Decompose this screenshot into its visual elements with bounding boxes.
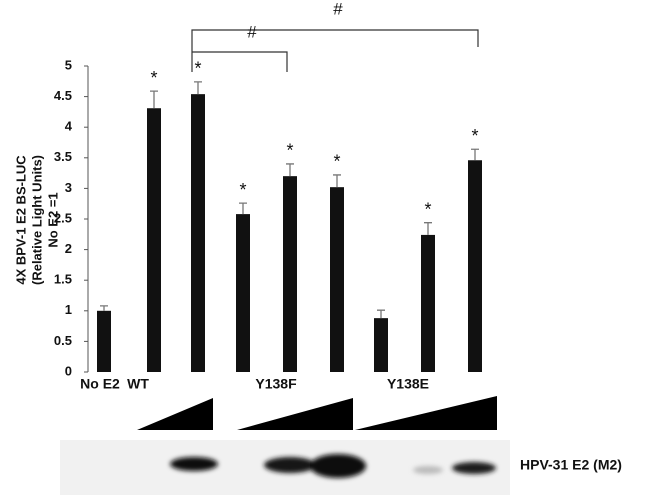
group-label: No E2 <box>80 376 120 392</box>
error-bar <box>286 163 294 177</box>
blot-band <box>170 457 218 471</box>
significance-marker: * <box>194 59 201 79</box>
significance-marker: * <box>286 141 293 161</box>
y-tick-label: 1 <box>65 302 72 317</box>
dose-triangle <box>355 396 497 430</box>
error-bar <box>377 309 385 319</box>
error-bar <box>150 90 158 109</box>
error-bar <box>424 222 432 235</box>
error-bar <box>333 174 341 188</box>
bracket <box>191 29 479 72</box>
blot-band <box>264 457 316 473</box>
bar <box>468 160 482 372</box>
blot-bands <box>170 454 496 478</box>
error-bar <box>239 202 247 215</box>
group-label: Y138E <box>387 376 429 392</box>
y-axis-label: No E2 =1 <box>45 192 60 247</box>
bar <box>236 214 250 372</box>
error-bar <box>100 305 108 311</box>
y-tick-label: 2 <box>65 241 72 256</box>
bar <box>374 318 388 372</box>
y-tick-label: 5 <box>65 57 72 72</box>
bar <box>147 108 161 372</box>
bracket <box>192 51 288 72</box>
bar <box>421 234 435 372</box>
bar <box>330 187 344 372</box>
bracket-label: # <box>247 22 257 41</box>
significance-marker: * <box>239 180 246 200</box>
dose-triangle <box>237 398 353 430</box>
y-tick-label: 2.5 <box>54 210 72 225</box>
y-tick-label: 3.5 <box>54 149 72 164</box>
significance-marker: * <box>471 126 478 146</box>
bracket-label: # <box>333 0 343 18</box>
error-bar <box>471 148 479 161</box>
error-bar <box>194 81 202 95</box>
y-tick-label: 0 <box>65 363 72 378</box>
blot-label: HPV-31 E2 (M2) <box>520 457 622 473</box>
y-tick-label: 4.5 <box>54 88 72 103</box>
dose-triangle <box>137 398 213 430</box>
bar <box>191 94 205 372</box>
blot-band <box>452 462 496 474</box>
blot-band <box>310 454 366 478</box>
significance-marker: * <box>333 152 340 172</box>
blot-band <box>413 466 443 474</box>
y-tick-label: 3 <box>65 180 72 195</box>
bar <box>97 310 111 372</box>
group-label: Y138F <box>255 376 297 392</box>
y-tick-label: 1.5 <box>54 272 72 287</box>
group-label: WT <box>127 376 149 392</box>
y-axis-label: 4X BPV-1 E2 BS-LUC <box>13 155 28 285</box>
y-tick-label: 4 <box>65 119 73 134</box>
significance-marker: * <box>424 199 431 219</box>
significance-marker: * <box>150 68 157 88</box>
y-tick-label: 0.5 <box>54 333 72 348</box>
bar <box>283 176 297 372</box>
y-axis-label: (Relative Light Units) <box>29 155 44 285</box>
